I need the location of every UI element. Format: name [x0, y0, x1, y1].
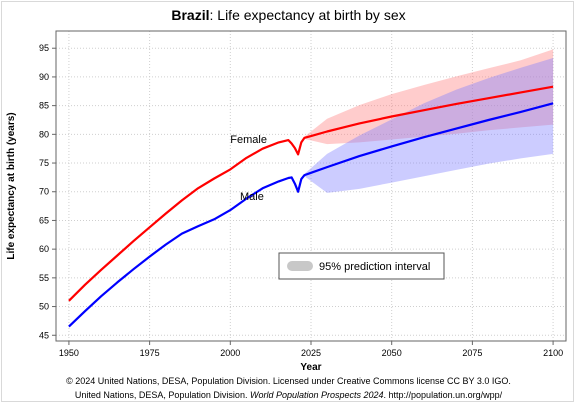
- chart-title-country: Brazil: [171, 7, 210, 23]
- y-tick-label-90: 90: [39, 72, 49, 82]
- y-tick-label-65: 65: [39, 215, 49, 225]
- series-label-male: Male: [240, 191, 264, 203]
- y-tick-label-45: 45: [39, 330, 49, 340]
- legend-label: 95% prediction interval: [319, 261, 430, 273]
- x-tick-label-2100: 2100: [543, 348, 563, 358]
- y-tick-label-50: 50: [39, 302, 49, 312]
- interval-band-male: [304, 58, 554, 193]
- axis-ticks: 1950 1975 2000 2025 2050 2075 2100 45 50 55 60 65 70…: [39, 43, 563, 358]
- footer-line-2-b: World Population Prospects 2024: [249, 390, 384, 400]
- x-tick-label-1975: 1975: [140, 348, 160, 358]
- y-tick-label-95: 95: [39, 43, 49, 53]
- x-tick-label-2050: 2050: [382, 348, 402, 358]
- footer-line-2: United Nations, DESA, Population Divisio…: [0, 388, 577, 402]
- x-tick-label-2075: 2075: [462, 348, 482, 358]
- prediction-intervals: [304, 49, 554, 193]
- series-labels: Female Male: [230, 134, 267, 203]
- legend-swatch: [287, 261, 313, 271]
- series-lines: [68, 85, 554, 328]
- footer-line-2-c: . http://population.un.org/wpp/: [383, 390, 503, 400]
- chart-title-text: : Life expectancy at birth by sex: [209, 7, 406, 23]
- y-tick-label-80: 80: [39, 129, 49, 139]
- series-line-female: [68, 85, 554, 302]
- x-tick-label-2000: 2000: [220, 348, 240, 358]
- series-label-female: Female: [230, 134, 267, 146]
- y-tick-label-85: 85: [39, 101, 49, 111]
- y-tick-label-60: 60: [39, 244, 49, 254]
- y-axis-label: Life expectancy at birth (years): [6, 112, 17, 259]
- footer: © 2024 United Nations, DESA, Population …: [0, 374, 577, 402]
- series-line-male: [68, 102, 554, 328]
- x-tick-label-1950: 1950: [59, 348, 79, 358]
- y-tick-label-55: 55: [39, 273, 49, 283]
- y-tick-label-75: 75: [39, 158, 49, 168]
- x-axis-label: Year: [300, 362, 321, 373]
- y-tick-label-70: 70: [39, 187, 49, 197]
- footer-line-1: © 2024 United Nations, DESA, Population …: [66, 376, 511, 386]
- x-tick-label-2025: 2025: [301, 348, 321, 358]
- legend: 95% prediction interval: [278, 252, 445, 280]
- footer-line-2-a: United Nations, DESA, Population Divisio…: [74, 390, 250, 400]
- chart-title: Brazil: Life expectancy at birth by sex: [0, 7, 577, 23]
